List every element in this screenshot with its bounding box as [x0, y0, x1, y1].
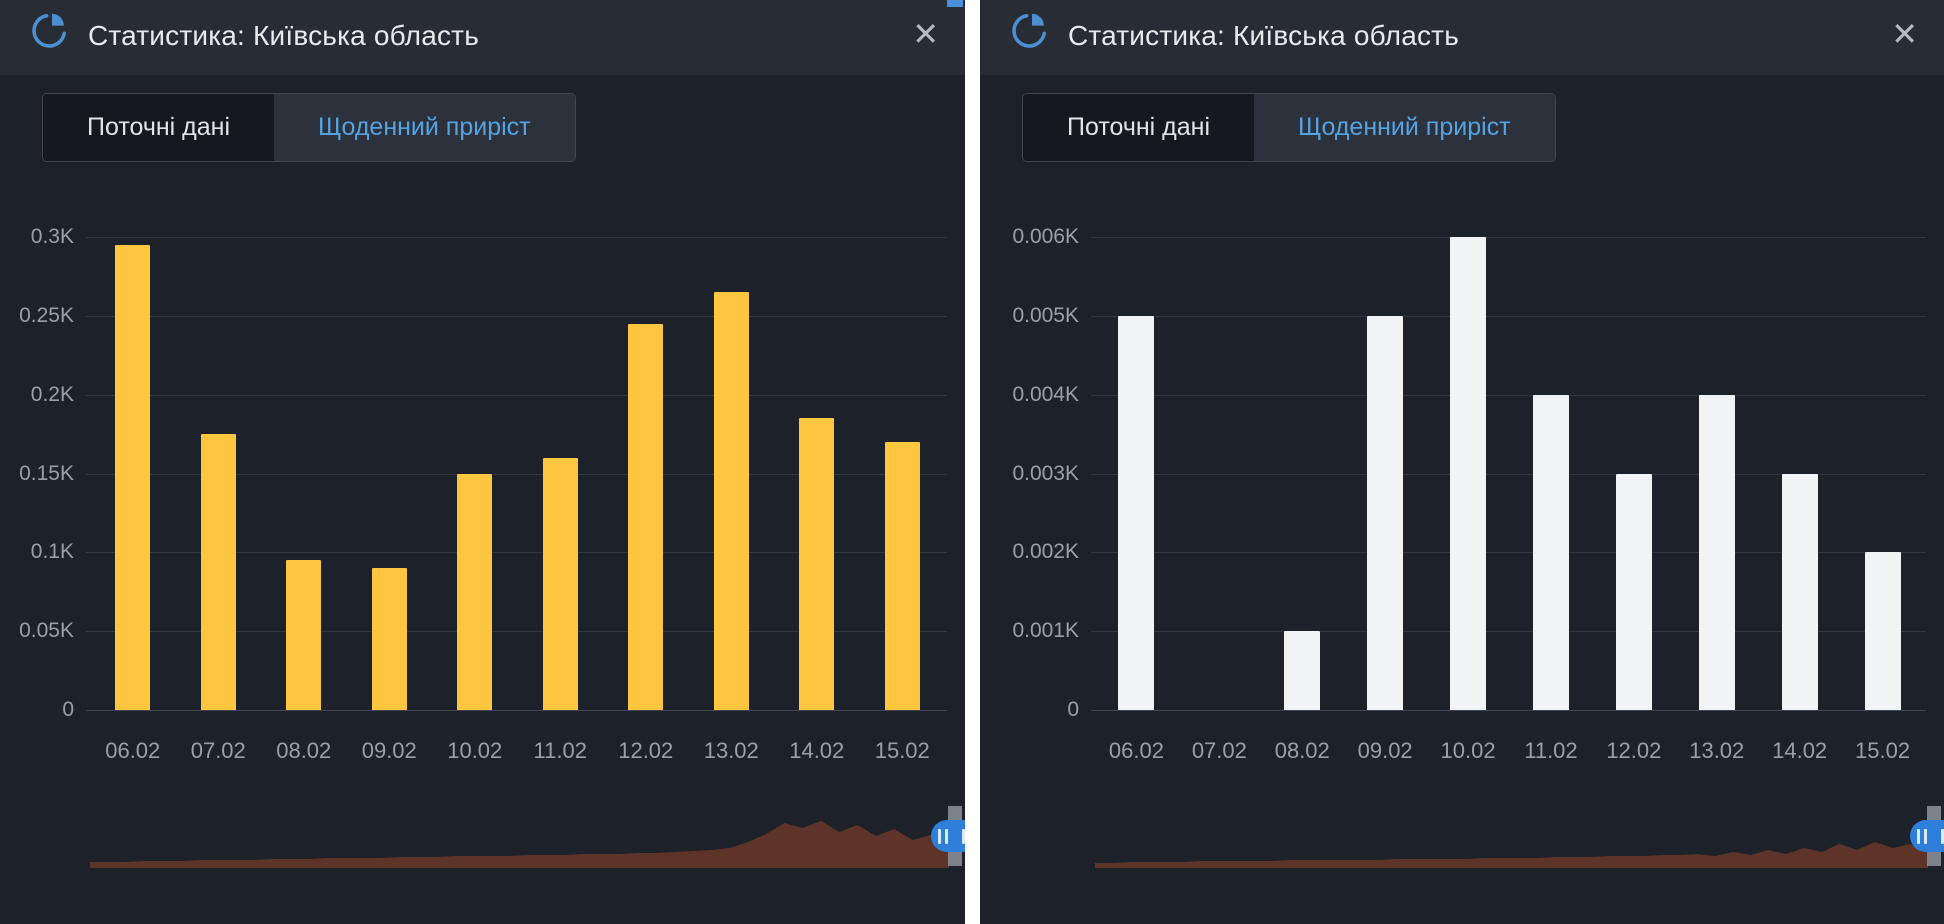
y-tick-label: 0.006K — [1012, 225, 1079, 248]
bar-08.02[interactable] — [286, 560, 322, 710]
tab-daily-increase[interactable]: Щоденний приріст — [1254, 94, 1555, 161]
bar-10.02[interactable] — [1450, 237, 1487, 710]
y-tick-label: 0.15K — [19, 461, 74, 485]
stats-panel-right: Статистика: Київська область ✕ Поточні д… — [980, 0, 1944, 924]
x-tick-label: 07.02 — [190, 738, 246, 763]
y-tick-label: 0.3K — [30, 225, 74, 248]
bar-15.02[interactable] — [1864, 552, 1901, 710]
grip-bar — [1924, 828, 1927, 844]
tab-group: Поточні дані Щоденний приріст — [1022, 93, 1556, 162]
tab-current-data[interactable]: Поточні дані — [1023, 94, 1255, 161]
gridline — [1091, 394, 1926, 396]
x-tick-label: 14.02 — [789, 738, 845, 763]
bar-14.02[interactable] — [799, 418, 835, 710]
grip-bar — [962, 828, 965, 844]
grip-bar — [938, 828, 941, 844]
y-tick-label: 0.005K — [1012, 303, 1079, 327]
bar-15.02[interactable] — [884, 441, 920, 710]
bar-06.02[interactable] — [115, 244, 151, 710]
grip-bar — [1917, 828, 1920, 844]
x-tick-label: 12.02 — [1606, 738, 1662, 763]
x-tick-label: 13.02 — [1689, 738, 1745, 763]
y-tick-label: 0.25K — [19, 303, 74, 327]
pie-chart-icon — [30, 12, 68, 50]
x-tick-label: 07.02 — [1191, 738, 1247, 763]
y-tick-label: 0.003K — [1012, 461, 1079, 485]
grip-gap — [952, 836, 958, 837]
x-tick-label: 09.02 — [1357, 738, 1413, 763]
x-tick-label: 13.02 — [703, 738, 759, 763]
timeline-scrubber[interactable] — [0, 796, 979, 872]
x-tick-label: 06.02 — [105, 738, 161, 763]
x-tick-label: 11.02 — [1524, 738, 1578, 763]
x-tick-label: 09.02 — [361, 738, 417, 763]
timeline-scrubber[interactable] — [980, 796, 1944, 872]
timeline-marker — [947, 0, 963, 7]
y-tick-label: 0 — [62, 698, 74, 721]
y-tick-label: 0.001K — [1012, 619, 1079, 643]
bar-11.02[interactable] — [1532, 394, 1569, 710]
panel-header: Статистика: Київська область ✕ — [980, 0, 1944, 75]
bar-14.02[interactable] — [1781, 473, 1818, 710]
page-title: Статистика: Київська область — [88, 20, 479, 51]
pie-chart-icon — [1010, 12, 1048, 50]
panel-divider — [965, 0, 980, 924]
tab-current-data[interactable]: Поточні дані — [43, 94, 275, 161]
page-title: Статистика: Київська область — [1068, 20, 1459, 51]
tab-daily-increase[interactable]: Щоденний приріст — [274, 94, 575, 161]
bar-13.02[interactable] — [713, 292, 749, 710]
bar-07.02[interactable] — [200, 434, 236, 710]
y-tick-label: 0.1K — [30, 540, 74, 564]
gridline — [1091, 237, 1926, 238]
x-tick-label: 08.02 — [276, 738, 332, 763]
bar-08.02[interactable] — [1284, 631, 1321, 710]
x-tick-label: 15.02 — [874, 738, 930, 763]
x-axis-line — [86, 710, 947, 711]
grip-gap — [1931, 836, 1937, 837]
x-tick-label: 10.02 — [447, 738, 503, 763]
x-tick-label: 11.02 — [533, 738, 587, 763]
x-tick-label: 15.02 — [1855, 738, 1911, 763]
bar-06.02[interactable] — [1118, 315, 1155, 710]
y-tick-label: 0.004K — [1012, 382, 1079, 406]
gridline — [86, 394, 947, 396]
y-tick-label: 0 — [1067, 698, 1079, 721]
panel-header: Статистика: Київська область ✕ — [0, 0, 965, 75]
x-tick-label: 10.02 — [1440, 738, 1496, 763]
x-tick-label: 14.02 — [1772, 738, 1828, 763]
x-tick-label: 06.02 — [1108, 738, 1164, 763]
scrubber-handle-pause-icon[interactable] — [1910, 820, 1944, 852]
timeline-area-chart[interactable] — [1095, 796, 1928, 868]
y-tick-label: 0.2K — [30, 382, 74, 406]
timeline-area-chart[interactable] — [90, 796, 949, 868]
bar-13.02[interactable] — [1698, 394, 1735, 710]
bar-12.02[interactable] — [1615, 473, 1652, 710]
bar-09.02[interactable] — [371, 568, 407, 710]
x-tick-label: 12.02 — [618, 738, 674, 763]
gridline — [86, 237, 947, 238]
bar-09.02[interactable] — [1367, 315, 1404, 710]
x-axis-line — [1091, 710, 1926, 711]
bar-11.02[interactable] — [542, 457, 578, 710]
bar-12.02[interactable] — [628, 323, 664, 710]
stats-panel-left: Статистика: Київська область ✕ Поточні д… — [0, 0, 979, 924]
close-icon[interactable]: ✕ — [1891, 16, 1918, 52]
grip-bar — [945, 828, 948, 844]
grip-bar — [1941, 828, 1944, 844]
close-icon[interactable]: ✕ — [912, 16, 939, 52]
gridline — [86, 315, 947, 317]
tab-group: Поточні дані Щоденний приріст — [42, 93, 576, 162]
bar-10.02[interactable] — [457, 473, 493, 710]
gridline — [1091, 315, 1926, 317]
x-tick-label: 08.02 — [1274, 738, 1330, 763]
y-tick-label: 0.002K — [1012, 540, 1079, 564]
y-tick-label: 0.05K — [19, 619, 74, 643]
